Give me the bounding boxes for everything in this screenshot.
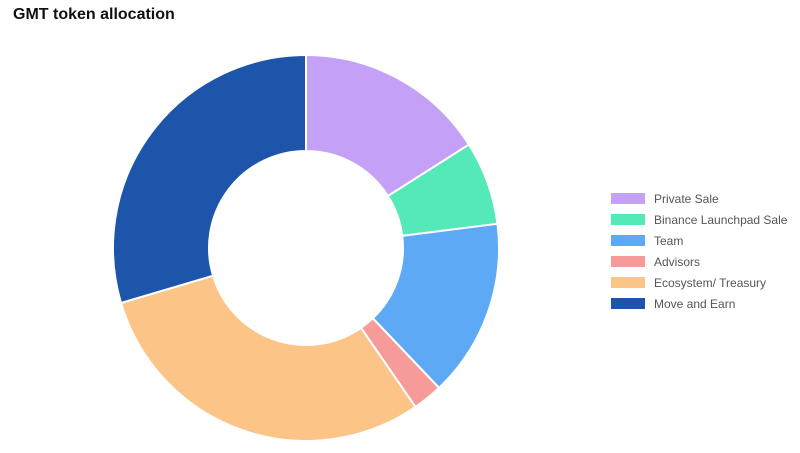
slice-ecosystem-treasury [119,274,417,442]
legend-swatch [611,298,645,309]
legend-item[interactable]: Move and Earn [611,293,787,314]
slice-private-sale [305,53,471,198]
legend-item[interactable]: Private Sale [611,188,787,209]
legend-item[interactable]: Ecosystem/ Treasury [611,272,787,293]
legend-label: Advisors [654,254,701,269]
legend-item[interactable]: Team [611,230,787,251]
legend-item[interactable]: Binance Launchpad Sale [611,209,787,230]
legend-label: Move and Earn [654,296,736,311]
legend-label: Ecosystem/ Treasury [654,275,767,290]
legend-swatch [611,256,645,267]
legend-swatch [611,214,645,225]
legend-label: Binance Launchpad Sale [654,212,788,227]
legend-swatch [611,277,645,288]
chart-title: GMT token allocation [13,6,175,23]
legend-label: Private Sale [654,191,719,206]
legend-swatch [611,235,645,246]
legend-swatch [611,193,645,204]
legend-item[interactable]: Advisors [611,251,787,272]
chart-legend: Private Sale Binance Launchpad Sale Team Ad… [611,188,787,314]
legend-label: Team [654,233,684,248]
slice-move-and-earn [112,53,307,305]
